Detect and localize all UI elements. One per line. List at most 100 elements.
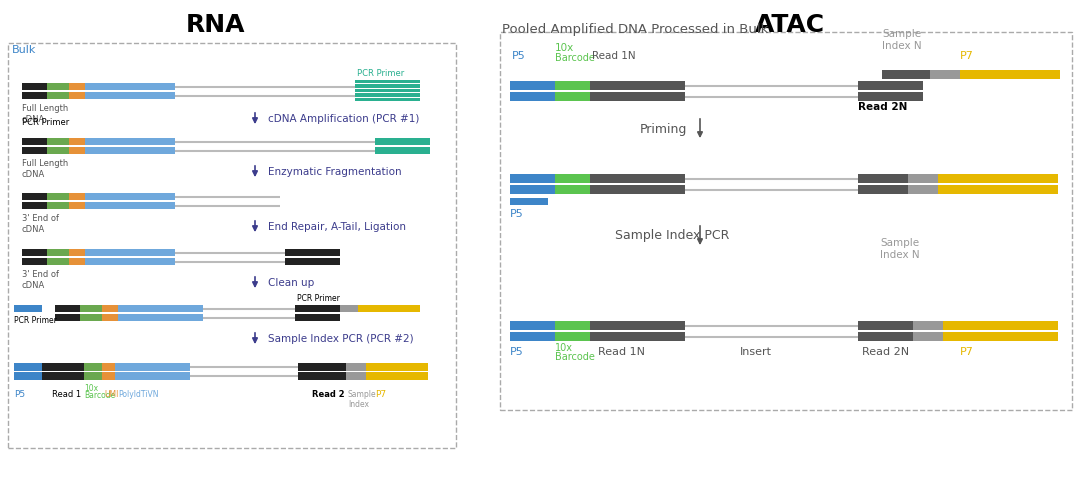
Bar [114, 372, 190, 380]
Bar [858, 321, 913, 330]
Text: End Repair, A-Tail, Ligation: End Repair, A-Tail, Ligation [268, 222, 406, 232]
Text: Read 2: Read 2 [312, 390, 345, 399]
Text: Enzymatic Fragmentation: Enzymatic Fragmentation [268, 167, 402, 177]
Bar [555, 92, 590, 101]
Bar [590, 332, 685, 341]
Bar [69, 193, 85, 200]
Bar [85, 249, 175, 256]
Text: P5: P5 [14, 390, 25, 399]
Text: P5: P5 [512, 51, 526, 61]
Bar [14, 305, 42, 312]
Bar [882, 174, 922, 181]
Bar [930, 70, 960, 79]
Bar [366, 363, 428, 371]
Text: Sample
Index N: Sample Index N [882, 30, 921, 51]
Bar [85, 138, 175, 145]
Text: RNA: RNA [186, 13, 245, 37]
Bar [500, 32, 1072, 410]
Text: P7: P7 [960, 51, 974, 61]
Bar [939, 174, 1058, 183]
Text: Read 1: Read 1 [52, 390, 81, 399]
Bar [69, 83, 85, 90]
Bar [340, 305, 357, 312]
Bar [48, 202, 69, 209]
Bar [357, 305, 420, 312]
Bar [355, 84, 420, 87]
Text: Pooled Amplified DNA Processed in Bulk: Pooled Amplified DNA Processed in Bulk [502, 23, 768, 36]
Bar [84, 372, 102, 380]
Bar [285, 249, 340, 256]
Bar [14, 372, 42, 380]
Text: 10x: 10x [84, 384, 98, 393]
Bar [375, 147, 430, 154]
Text: P7: P7 [375, 390, 387, 399]
Bar [102, 363, 114, 371]
Bar [118, 314, 203, 321]
Bar [913, 332, 943, 341]
Bar [55, 314, 80, 321]
Bar [590, 185, 685, 194]
Text: P5: P5 [510, 347, 524, 357]
Bar [85, 147, 175, 154]
Bar [22, 147, 48, 154]
Bar [555, 185, 590, 194]
Bar [858, 174, 908, 183]
Bar [80, 305, 102, 312]
Text: Bulk: Bulk [12, 45, 37, 55]
Bar [22, 258, 48, 265]
Bar [85, 83, 175, 90]
Bar [85, 193, 175, 200]
Bar [22, 249, 48, 256]
Bar [102, 314, 118, 321]
Text: Clean up: Clean up [268, 278, 314, 288]
Bar [346, 363, 366, 371]
Bar [14, 363, 42, 371]
Bar [510, 81, 555, 90]
Text: Barcode: Barcode [84, 391, 116, 400]
Text: Sample Index PCR (PCR #2): Sample Index PCR (PCR #2) [268, 334, 414, 344]
Bar [555, 321, 590, 330]
Bar [285, 258, 340, 265]
Text: Read 1N: Read 1N [598, 347, 645, 357]
Text: PCR Primer: PCR Primer [22, 118, 69, 127]
Bar [366, 372, 428, 380]
Bar [22, 202, 48, 209]
Bar [118, 305, 203, 312]
Bar [590, 321, 685, 330]
Text: Read 1N: Read 1N [592, 51, 636, 61]
Bar [48, 147, 69, 154]
Bar [858, 81, 923, 90]
Bar [590, 81, 685, 90]
Bar [80, 314, 102, 321]
Text: Full Length
cDNA: Full Length cDNA [22, 104, 68, 124]
Text: Priming: Priming [640, 122, 687, 135]
Text: Sample
Index N: Sample Index N [880, 239, 920, 260]
Bar [510, 321, 555, 330]
Bar [48, 138, 69, 145]
Bar [510, 174, 555, 183]
Bar [913, 321, 943, 330]
Bar [510, 185, 555, 194]
Bar [295, 305, 340, 312]
Text: Barcode: Barcode [555, 53, 595, 63]
Bar [882, 70, 930, 79]
Bar [298, 372, 346, 380]
Text: Full Length
cDNA: Full Length cDNA [22, 159, 68, 179]
Bar [858, 332, 913, 341]
Text: UMI: UMI [104, 390, 119, 399]
Text: ATAC: ATAC [755, 13, 825, 37]
Bar [943, 321, 1058, 330]
Bar [48, 193, 69, 200]
Bar [355, 88, 420, 92]
Bar [346, 372, 366, 380]
Bar [22, 138, 48, 145]
Bar [84, 363, 102, 371]
Bar [69, 249, 85, 256]
Bar [858, 185, 908, 194]
Bar [510, 92, 555, 101]
Bar [69, 147, 85, 154]
Bar [355, 93, 420, 97]
Text: 3' End of
cDNA: 3' End of cDNA [22, 270, 59, 290]
Bar [375, 138, 430, 145]
Bar [922, 174, 950, 181]
